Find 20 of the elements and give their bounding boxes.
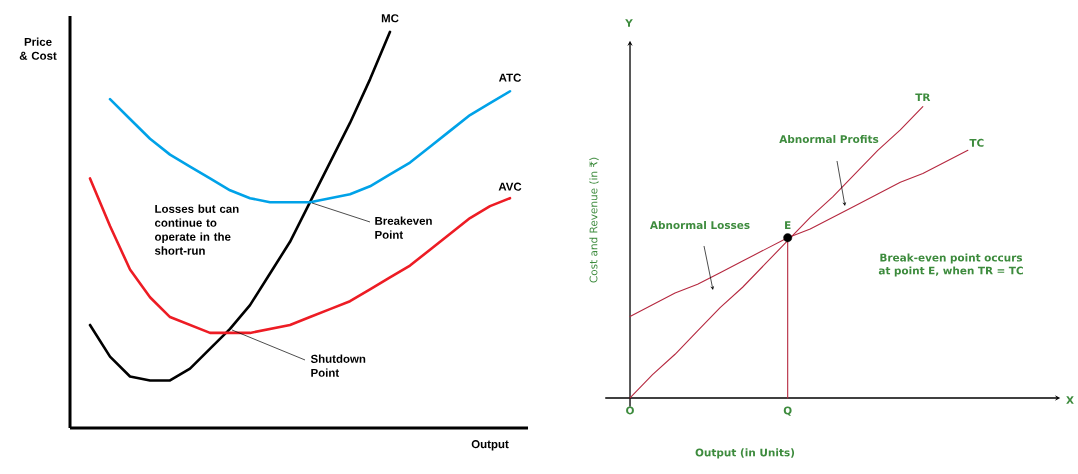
annotation: Breakeven Point [375, 216, 432, 239]
series-label: E [785, 221, 791, 229]
text: X [1066, 396, 1074, 404]
annotation: Abnormal Profits [779, 134, 879, 144]
annotation: Losses but can continue to operate in the short-run [154, 204, 239, 255]
annotation: Break-even point occurs at point E, when TR = TC [878, 253, 1023, 277]
y-axis-title: Cost and Revenue (in ₹) [589, 157, 599, 283]
x-axis-title: Output [471, 440, 509, 451]
x-tick-label: O [626, 406, 634, 415]
series-label: TR [915, 93, 931, 102]
annotation: Abnormal Losses [649, 220, 750, 230]
series-label: ATC [498, 73, 522, 82]
series-label: MC [381, 14, 399, 23]
series-label: AVC [498, 182, 522, 191]
x-tick-label: Q [783, 406, 792, 416]
annotation: Shutdown Point [310, 354, 366, 377]
series-label: TC [969, 138, 984, 147]
text: Y [625, 19, 633, 27]
x-axis-title: Output (in Units) [695, 448, 795, 459]
y-axis-title: Price & Cost [19, 37, 57, 60]
